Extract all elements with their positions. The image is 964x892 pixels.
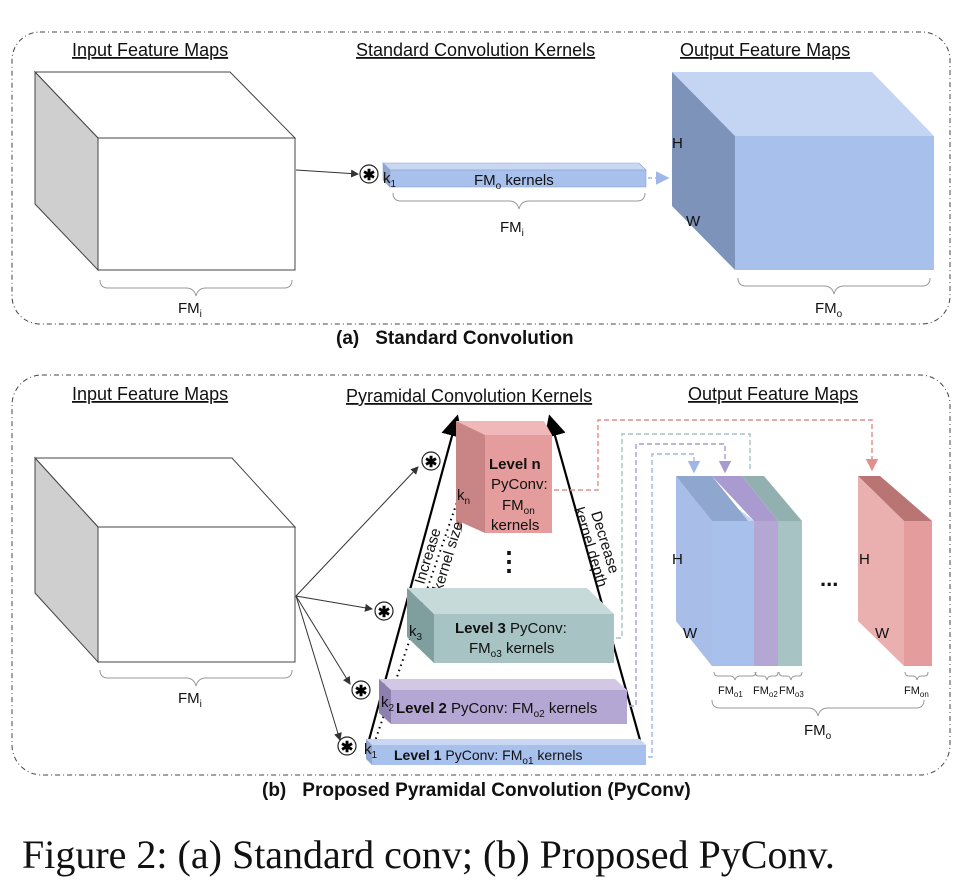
arrow-input-to-conv-a (295, 169, 359, 178)
k3-label: k3 (409, 623, 423, 643)
k1-label-b: k1 (364, 741, 378, 761)
vertical-ellipsis: ⋮ (496, 546, 522, 576)
level-n-line4: kernels (491, 517, 539, 534)
output-b-w2: W (875, 625, 890, 642)
conv-operators-b: ✱ ✱ ✱ ✱ (337, 451, 441, 756)
level-n-title: Level n (489, 456, 541, 473)
output-b-h: H (672, 551, 683, 568)
figure-caption: Figure 2: (a) Standard conv; (b) Propose… (22, 832, 835, 877)
level-n-line3: FMon (502, 497, 535, 517)
kernel-a-fm-label: FMi (500, 219, 524, 239)
output-slab-purple (712, 476, 778, 666)
horizontal-ellipsis: ... (820, 566, 838, 591)
fmo3-label: FMo3 (779, 685, 804, 699)
level-2-text: Level 2 PyConv: FMo2 kernels (396, 700, 597, 720)
level-2-kernel (379, 679, 627, 724)
kernel-a-brace (392, 192, 646, 210)
panel-b-heading-input: Input Feature Maps (72, 384, 228, 404)
panel-b-frame (11, 374, 951, 776)
output-slab-teal (742, 476, 802, 666)
kernel-k1-label-a: k1 (383, 170, 397, 190)
panel-b-heading-kernels: Pyramidal Convolution Kernels (346, 386, 592, 406)
svg-text:✱: ✱ (341, 739, 354, 756)
panel-a-heading-kernels: Standard Convolution Kernels (356, 40, 595, 60)
level-3-line2: FMo3 kernels (469, 640, 554, 660)
fan-out-arrows (295, 466, 419, 741)
input-b-fm-label: FMi (178, 690, 202, 710)
output-cube-a (672, 72, 934, 270)
input-a-brace (99, 279, 293, 297)
output-slab-red (858, 476, 932, 666)
input-cube-a (33, 70, 297, 272)
panel-a-heading-input: Input Feature Maps (72, 40, 228, 60)
panel-a-frame (11, 31, 951, 325)
input-b-brace (99, 669, 293, 687)
kernel-text-a: FMo kernels (474, 172, 554, 192)
output-a-fm-label: FMo (815, 300, 843, 320)
input-cube-b (33, 456, 297, 664)
output-a-h: H (672, 135, 683, 152)
output-a-brace (737, 277, 931, 295)
panel-a-heading-output: Output Feature Maps (680, 40, 850, 60)
svg-text:✱: ✱ (355, 683, 368, 700)
output-a-w: W (686, 213, 701, 230)
slab-braces (711, 671, 929, 717)
level-3-kernel (407, 588, 614, 663)
panel-b-heading-output: Output Feature Maps (688, 384, 858, 404)
fmo1-label: FMo1 (718, 685, 743, 699)
fmon-label: FMon (904, 685, 929, 699)
output-b-fm-label: FMo (804, 722, 832, 742)
conv-operator-a: ✱ (359, 164, 379, 184)
level-3-line1: Level 3 PyConv: (455, 620, 567, 637)
fmo2-label: FMo2 (753, 685, 778, 699)
output-b-w: W (683, 625, 698, 642)
level-n-line2: PyConv: (491, 476, 548, 493)
routing-lines (554, 419, 879, 758)
output-b-h2: H (859, 551, 870, 568)
svg-text:✱: ✱ (425, 454, 438, 471)
caption-a: (a) Standard Convolution (336, 328, 574, 349)
svg-text:✱: ✱ (363, 167, 376, 184)
output-slab-blue-top (676, 476, 748, 521)
level-n-kernel (456, 421, 552, 533)
level-1-kernel (366, 739, 646, 765)
input-a-fm-label: FMi (178, 300, 202, 320)
caption-b: (b) Proposed Pyramidal Convolution (PyCon… (262, 780, 691, 801)
kn-label: kn (457, 487, 470, 507)
svg-text:✱: ✱ (378, 604, 391, 621)
level-1-text: Level 1 PyConv: FMo1 kernels (394, 747, 583, 767)
standard-kernel-bar (382, 162, 647, 188)
k2-label: k2 (381, 694, 395, 714)
